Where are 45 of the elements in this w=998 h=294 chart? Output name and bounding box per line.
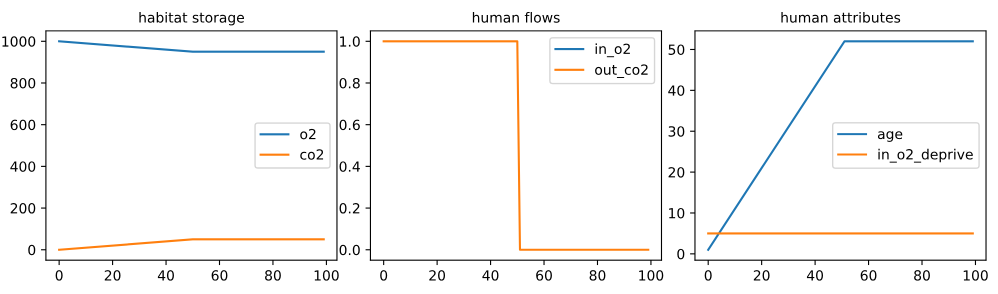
y-tick-label: 0	[28, 244, 36, 256]
y-tick-label: 0.2	[340, 203, 360, 214]
chart-title: human attributes	[781, 12, 900, 23]
y-tick-label: 0.0	[340, 244, 360, 256]
x-tick-label: 80	[590, 270, 606, 281]
chart-title: human flows	[472, 12, 560, 23]
x-tick-label: 60	[536, 270, 552, 281]
y-tick-label: 400	[10, 161, 36, 172]
y-tick-label: 10	[669, 208, 684, 218]
y-tick-label: 1000	[2, 36, 36, 47]
x-tick-label: 40	[482, 270, 498, 281]
legend-label: in_o2_deprive	[878, 148, 973, 163]
legend-label: out_co2	[595, 64, 648, 78]
x-tick-label: 40	[158, 270, 174, 281]
y-tick-label: 20	[668, 167, 684, 178]
y-tick-label: 200	[10, 203, 36, 214]
x-tick-label: 60	[212, 270, 228, 281]
y-tick-label: 0.8	[340, 78, 360, 88]
y-tick-label: 40	[668, 85, 684, 96]
x-tick-label: 100	[964, 270, 988, 281]
x-tick-label: 100	[314, 270, 339, 281]
x-tick-label: 20	[754, 270, 770, 281]
x-tick-label: 0	[704, 270, 712, 281]
chart-title: habitat storage	[139, 12, 244, 26]
x-tick-label: 100	[639, 270, 664, 281]
legend-label: o2	[300, 128, 316, 140]
y-tick-label: 800	[10, 78, 36, 88]
y-tick-label: 0.4	[340, 161, 360, 172]
x-tick-label: 20	[429, 270, 446, 281]
legend-label: in_o2	[596, 43, 630, 58]
x-tick-label: 40	[806, 270, 824, 281]
y-tick-label: 0.6	[340, 120, 360, 130]
y-tick-label: 1.0	[340, 36, 360, 47]
legend-label: age	[878, 131, 902, 142]
x-tick-label: 80	[265, 270, 281, 281]
y-tick-label: 600	[10, 120, 36, 130]
x-tick-label: 0	[56, 270, 63, 281]
x-tick-label: 0	[380, 270, 388, 281]
y-tick-label: 50	[668, 44, 684, 55]
y-tick-label: 30	[668, 126, 684, 137]
x-tick-label: 20	[104, 270, 121, 281]
y-tick-label: 0	[677, 248, 684, 260]
legend-label: co2	[300, 149, 324, 160]
x-tick-label: 80	[914, 270, 930, 281]
x-tick-label: 60	[860, 270, 876, 281]
